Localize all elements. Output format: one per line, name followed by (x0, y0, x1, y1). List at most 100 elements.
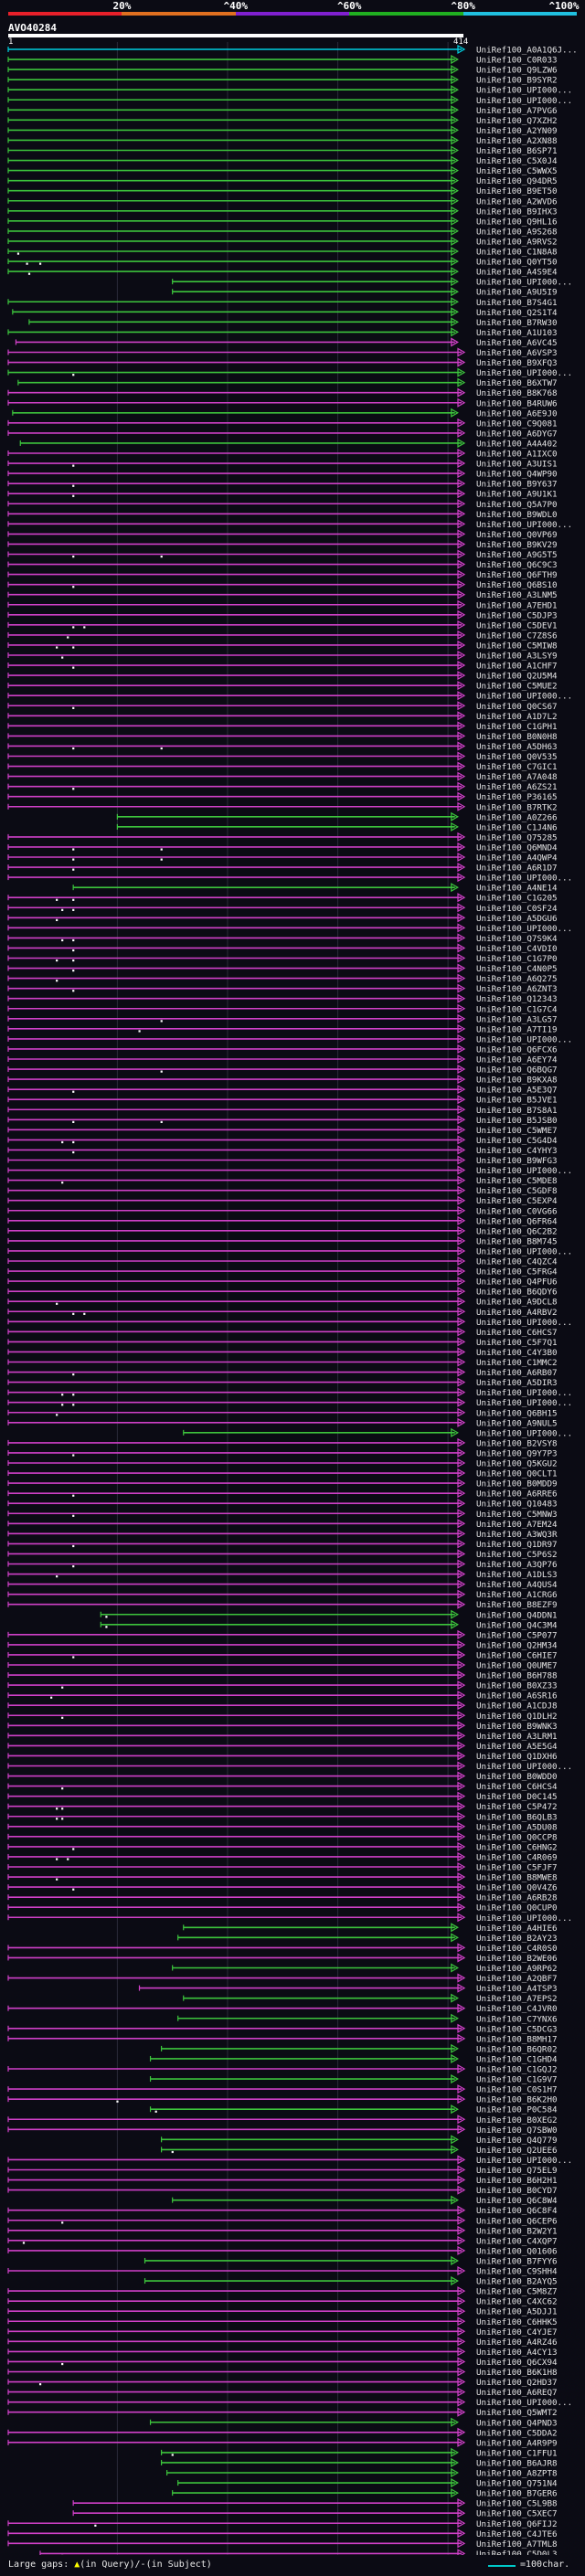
hit-row[interactable]: UniRef100_UPI000... (7, 923, 572, 934)
hit-row[interactable]: UniRef100_A3LSY9 (7, 650, 558, 662)
hit-row[interactable]: UniRef100_C1MMC2 (7, 1357, 558, 1368)
hit-row[interactable]: UniRef100_C5P6S2 (7, 1549, 558, 1560)
hit-row[interactable]: UniRef100_B2WE06 (7, 1953, 558, 1964)
hit-row[interactable]: UniRef100_C4JTE6 (7, 2528, 558, 2539)
hit-row[interactable]: UniRef100_C1J4N6 (116, 822, 558, 832)
hit-row[interactable]: UniRef100_C9Q081 (7, 418, 558, 429)
hit-row[interactable]: UniRef100_C4N0P5 (7, 963, 558, 974)
hit-row[interactable]: UniRef100_C0SF24 (7, 903, 558, 914)
hit-row[interactable]: UniRef100_B7S8A1 (7, 1105, 558, 1116)
hit-row[interactable]: UniRef100_C1FFU1 (161, 2447, 558, 2458)
hit-row[interactable]: UniRef100_UPI000... (7, 873, 572, 884)
hit-row[interactable]: UniRef100_A6E9J0 (12, 408, 558, 419)
hit-row[interactable]: UniRef100_A1DLS3 (7, 1569, 558, 1580)
hit-row[interactable]: UniRef100_C5F7Q1 (7, 1337, 558, 1348)
hit-row[interactable]: UniRef100_UPI000... (7, 691, 572, 702)
hit-row[interactable]: UniRef100_Q6CEP6 (7, 2215, 558, 2226)
hit-row[interactable]: UniRef100_Q4WP90 (7, 469, 558, 480)
hit-row[interactable]: UniRef100_A2YN09 (7, 125, 558, 136)
hit-row[interactable]: UniRef100_Q9HL16 (7, 216, 558, 227)
hit-row[interactable]: UniRef100_B2AYQ5 (144, 2276, 558, 2287)
hit-row[interactable]: UniRef100_B9KXA8 (7, 1075, 558, 1086)
hit-row[interactable]: UniRef100_A5E3Q7 (7, 1085, 558, 1096)
hit-row[interactable]: UniRef100_A5DU08 (7, 1821, 558, 1832)
hit-row[interactable]: UniRef100_UPI000... (7, 85, 572, 96)
hit-row[interactable]: UniRef100_A1IXC0 (7, 448, 558, 460)
hit-row[interactable]: UniRef100_C5WME7 (7, 1125, 558, 1136)
hit-row[interactable]: UniRef100_UPI000... (7, 1317, 572, 1328)
hit-row[interactable]: UniRef100_B0WDD0 (7, 1771, 558, 1782)
hit-row[interactable]: UniRef100_A7TI19 (7, 1023, 558, 1034)
hit-row[interactable]: UniRef100_B7RW30 (28, 317, 558, 328)
hit-row[interactable]: UniRef100_C6HNG2 (7, 1841, 558, 1852)
hit-row[interactable]: UniRef100_A4QUS4 (7, 1579, 558, 1590)
hit-row[interactable]: UniRef100_C5DJP3 (7, 610, 558, 620)
hit-row[interactable]: UniRef100_A4HIE6 (183, 1923, 558, 1934)
hit-row[interactable]: UniRef100_B6SP71 (7, 145, 558, 156)
hit-row[interactable]: UniRef100_A4RBV2 (7, 1307, 558, 1318)
hit-row[interactable]: UniRef100_C5EXP4 (7, 1195, 558, 1206)
hit-row[interactable]: UniRef100_B6QDY6 (7, 1287, 558, 1298)
hit-row[interactable]: UniRef100_Q2UEE6 (161, 2145, 558, 2156)
hit-row[interactable]: UniRef100_A0A1Q6J... (7, 44, 578, 56)
hit-row[interactable]: UniRef100_A4NE14 (72, 883, 558, 894)
hit-row[interactable]: UniRef100_Q7XZH2 (7, 115, 558, 126)
hit-row[interactable]: UniRef100_UPI000... (183, 1427, 572, 1438)
hit-row[interactable]: UniRef100_A5DJJ1 (7, 2306, 558, 2317)
hit-row[interactable]: UniRef100_C1GQJ2 (7, 2063, 558, 2075)
hit-row[interactable]: UniRef100_A6DYG7 (7, 428, 558, 439)
hit-row[interactable]: UniRef100_A6Q275 (7, 973, 558, 984)
hit-row[interactable]: UniRef100_C4XC62 (7, 2296, 558, 2307)
hit-row[interactable]: UniRef100_B9WNK3 (7, 1721, 558, 1732)
hit-row[interactable]: UniRef100_C4R0S0 (7, 1943, 558, 1954)
hit-row[interactable]: UniRef100_A1CRG6 (7, 1589, 558, 1600)
hit-row[interactable]: UniRef100_B7RTK2 (7, 801, 558, 812)
hit-row[interactable]: UniRef100_B8K768 (7, 387, 558, 398)
hit-row[interactable]: UniRef100_A5E5G4 (7, 1741, 558, 1752)
hit-row[interactable]: UniRef100_B9IHX3 (7, 206, 558, 217)
hit-row[interactable]: UniRef100_UPI000... (7, 1913, 572, 1924)
hit-row[interactable]: UniRef100_C4XQP7 (7, 2235, 558, 2246)
hit-row[interactable]: UniRef100_A7PVG6 (7, 105, 558, 116)
hit-row[interactable]: UniRef100_B6QR02 (161, 2043, 558, 2054)
hit-row[interactable]: UniRef100_A4S9E4 (7, 267, 558, 278)
hit-row[interactable]: UniRef100_UPI000... (7, 519, 572, 530)
hit-row[interactable]: UniRef100_Q9Y7P3 (7, 1447, 558, 1458)
hit-row[interactable]: UniRef100_A6VSP3 (7, 347, 558, 358)
hit-row[interactable]: UniRef100_Q6C8F4 (7, 2205, 558, 2216)
hit-row[interactable]: UniRef100_C5MDE8 (7, 1175, 558, 1186)
hit-row[interactable]: UniRef100_Q1DR97 (7, 1539, 558, 1550)
hit-row[interactable]: UniRef100_A0Z266 (116, 811, 558, 822)
hit-row[interactable]: UniRef100_B9WFG3 (7, 1155, 558, 1166)
hit-row[interactable]: UniRef100_B6H2H1 (7, 2175, 558, 2186)
hit-row[interactable]: UniRef100_C5L9B8 (72, 2498, 558, 2509)
hit-row[interactable]: UniRef100_A6REQ7 (7, 2387, 558, 2398)
hit-row[interactable]: UniRef100_Q1DXH6 (7, 1751, 558, 1762)
hit-row[interactable]: UniRef100_C1G9V7 (149, 2074, 558, 2085)
hit-row[interactable]: UniRef100_C5DCG3 (7, 2023, 558, 2034)
hit-row[interactable]: UniRef100_C7Z8S6 (7, 630, 558, 641)
hit-row[interactable]: UniRef100_C5P077 (7, 1629, 558, 1640)
hit-row[interactable]: UniRef100_C5X0J4 (7, 155, 558, 166)
hit-row[interactable]: UniRef100_A9U5I9 (172, 287, 558, 298)
hit-row[interactable]: UniRef100_A7EHD1 (7, 599, 558, 610)
hit-row[interactable]: UniRef100_Q1DLH2 (7, 1711, 558, 1722)
hit-row[interactable]: UniRef100_C5MIW8 (7, 640, 558, 651)
hit-row[interactable]: UniRef100_B9WDL0 (7, 509, 558, 520)
hit-row[interactable]: UniRef100_Q12343 (7, 993, 558, 1004)
hit-row[interactable]: UniRef100_Q2S1T4 (12, 307, 558, 318)
hit-row[interactable]: UniRef100_Q6FTH9 (7, 569, 558, 580)
hit-row[interactable]: UniRef100_C4JVR0 (7, 2003, 558, 2014)
hit-row[interactable]: UniRef100_Q9LZW6 (7, 65, 558, 76)
hit-row[interactable]: UniRef100_C1GPH1 (7, 721, 558, 732)
hit-row[interactable]: UniRef100_A7EM24 (7, 1519, 558, 1530)
hit-row[interactable]: UniRef100_A6SR16 (7, 1691, 558, 1701)
hit-row[interactable]: UniRef100_A6ZNT3 (7, 983, 558, 994)
hit-row[interactable]: UniRef100_Q4DDN1 (100, 1609, 558, 1620)
hit-row[interactable]: UniRef100_UPI000... (7, 1761, 572, 1772)
hit-row[interactable]: UniRef100_Q751N4 (177, 2478, 558, 2489)
hit-row[interactable]: UniRef100_B9SYR2 (7, 75, 558, 86)
hit-row[interactable]: UniRef100_B8M745 (7, 1235, 558, 1246)
hit-row[interactable]: UniRef100_UPI000... (7, 2397, 572, 2408)
hit-row[interactable]: UniRef100_Q0CCP8 (7, 1831, 558, 1842)
